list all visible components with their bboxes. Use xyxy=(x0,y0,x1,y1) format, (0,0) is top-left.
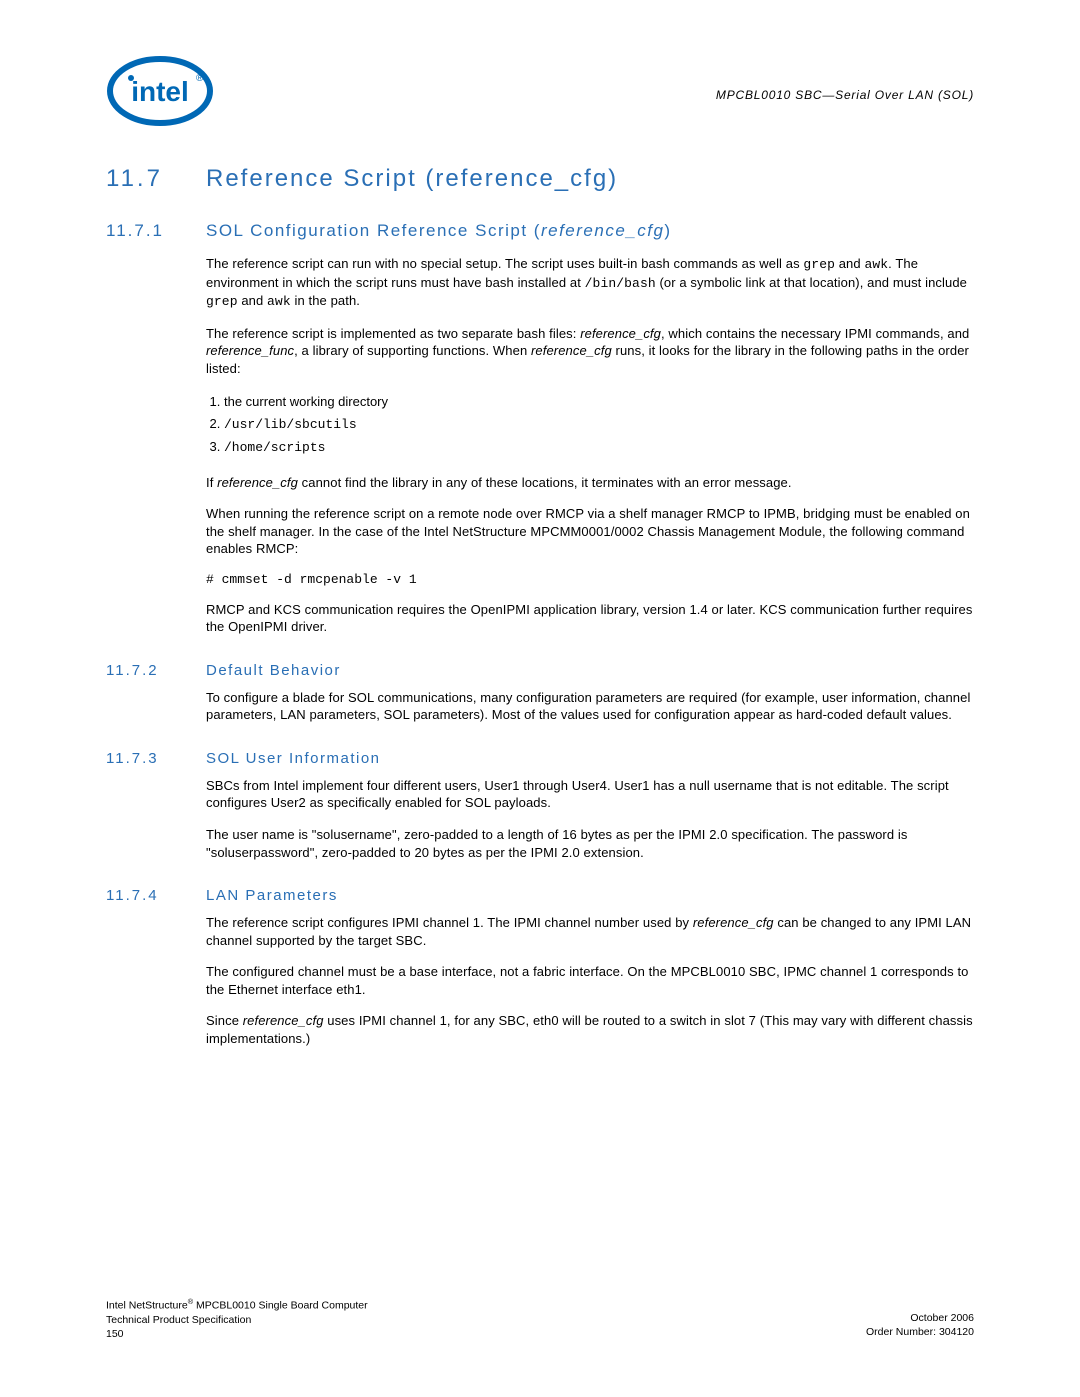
footer-text: MPCBL0010 Single Board Computer xyxy=(193,1299,368,1311)
inline-code: /home/scripts xyxy=(224,440,325,455)
heading-number: 11.7.2 xyxy=(106,662,206,679)
footer-order: Order Number: 304120 xyxy=(866,1325,974,1339)
inline-code: grep xyxy=(803,257,835,272)
paragraph: When running the reference script on a r… xyxy=(206,505,974,558)
paragraph: To configure a blade for SOL communicati… xyxy=(206,689,974,724)
heading-number: 11.7.4 xyxy=(106,887,206,904)
svg-text:®: ® xyxy=(196,73,204,84)
list-item: the current working directory xyxy=(224,391,974,413)
body-text: and xyxy=(238,293,267,308)
body-text: and xyxy=(835,256,864,271)
title-text: SOL Configuration Reference Script ( xyxy=(206,221,541,240)
body-text: Since xyxy=(206,1013,243,1028)
footer-right: October 2006 Order Number: 304120 xyxy=(866,1297,974,1341)
paragraph: The reference script configures IPMI cha… xyxy=(206,914,974,949)
paragraph: The reference script can run with no spe… xyxy=(206,255,974,311)
svg-text:intel: intel xyxy=(131,76,189,107)
body-text: The reference script can run with no spe… xyxy=(206,256,803,271)
intel-logo: intel ® xyxy=(106,55,214,127)
body-text: , a library of supporting functions. Whe… xyxy=(294,343,531,358)
heading-number: 11.7.3 xyxy=(106,750,206,767)
section-11-7-2-body: To configure a blade for SOL communicati… xyxy=(206,689,974,724)
footer-date: October 2006 xyxy=(866,1311,974,1325)
page-header: intel ® MPCBL0010 SBC—Serial Over LAN (S… xyxy=(106,55,974,127)
inline-italic: reference_cfg xyxy=(580,326,661,341)
inline-italic: reference_cfg xyxy=(531,343,612,358)
body-text: The reference script configures IPMI cha… xyxy=(206,915,693,930)
section-heading-11-7-1: 11.7.1 SOL Configuration Reference Scrip… xyxy=(106,221,974,241)
inline-italic: reference_cfg xyxy=(243,1013,324,1028)
inline-italic: reference_cfg xyxy=(217,475,298,490)
page-number: 150 xyxy=(106,1327,368,1341)
section-heading-11-7: 11.7 Reference Script (reference_cfg) xyxy=(106,165,974,193)
heading-title: SOL User Information xyxy=(206,750,381,767)
title-text: ) xyxy=(664,221,671,240)
paragraph: The user name is "solusername", zero-pad… xyxy=(206,826,974,861)
heading-title: SOL Configuration Reference Script (refe… xyxy=(206,221,672,241)
inline-code: /usr/lib/sbcutils xyxy=(224,417,357,432)
footer-left: Intel NetStructure® MPCBL0010 Single Boa… xyxy=(106,1297,368,1341)
footer-line xyxy=(866,1297,974,1311)
paragraph: The configured channel must be a base in… xyxy=(206,963,974,998)
footer-line: Technical Product Specification xyxy=(106,1313,368,1327)
body-text: cannot find the library in any of these … xyxy=(298,475,792,490)
heading-number: 11.7 xyxy=(106,165,206,193)
body-text: (or a symbolic link at that location), a… xyxy=(656,275,967,290)
paragraph: The reference script is implemented as t… xyxy=(206,325,974,378)
title-code: reference_cfg xyxy=(541,221,664,240)
inline-code: awk xyxy=(864,257,888,272)
section-11-7-1-body: The reference script can run with no spe… xyxy=(206,255,974,636)
list-item: /home/scripts xyxy=(224,436,974,459)
page-footer: Intel NetStructure® MPCBL0010 Single Boa… xyxy=(106,1297,974,1341)
body-text: in the path. xyxy=(291,293,360,308)
body-text: , which contains the necessary IPMI comm… xyxy=(661,326,969,341)
ordered-list: the current working directory /usr/lib/s… xyxy=(206,391,974,459)
inline-code: awk xyxy=(267,294,291,309)
body-text: If xyxy=(206,475,217,490)
paragraph: SBCs from Intel implement four different… xyxy=(206,777,974,812)
paragraph: If reference_cfg cannot find the library… xyxy=(206,474,974,492)
section-11-7-4-body: The reference script configures IPMI cha… xyxy=(206,914,974,1047)
footer-line: Intel NetStructure® MPCBL0010 Single Boa… xyxy=(106,1297,368,1313)
list-item: /usr/lib/sbcutils xyxy=(224,413,974,436)
inline-italic: reference_func xyxy=(206,343,294,358)
heading-title: LAN Parameters xyxy=(206,887,338,904)
body-text: The reference script is implemented as t… xyxy=(206,326,580,341)
section-heading-11-7-2: 11.7.2 Default Behavior xyxy=(106,662,974,679)
paragraph: RMCP and KCS communication requires the … xyxy=(206,601,974,636)
inline-italic: reference_cfg xyxy=(693,915,774,930)
section-11-7-3-body: SBCs from Intel implement four different… xyxy=(206,777,974,861)
heading-number: 11.7.1 xyxy=(106,221,206,241)
paragraph: Since reference_cfg uses IPMI channel 1,… xyxy=(206,1012,974,1047)
section-heading-11-7-4: 11.7.4 LAN Parameters xyxy=(106,887,974,904)
heading-title: Default Behavior xyxy=(206,662,341,679)
page: intel ® MPCBL0010 SBC—Serial Over LAN (S… xyxy=(0,0,1080,1397)
inline-code: grep xyxy=(206,294,238,309)
doc-reference: MPCBL0010 SBC—Serial Over LAN (SOL) xyxy=(716,80,974,102)
inline-code: /bin/bash xyxy=(585,276,656,291)
heading-title: Reference Script (reference_cfg) xyxy=(206,165,618,193)
footer-text: Intel NetStructure xyxy=(106,1299,188,1311)
code-block: # cmmset -d rmcpenable -v 1 xyxy=(206,572,974,587)
section-heading-11-7-3: 11.7.3 SOL User Information xyxy=(106,750,974,767)
